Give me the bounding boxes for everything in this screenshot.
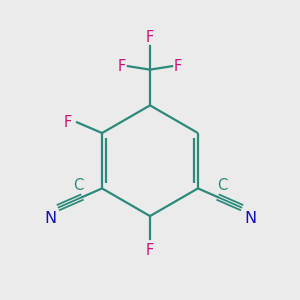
Text: N: N [244, 211, 256, 226]
Text: F: F [64, 115, 72, 130]
Text: C: C [73, 178, 83, 194]
Text: F: F [146, 243, 154, 258]
Text: C: C [217, 178, 227, 194]
Text: N: N [44, 211, 56, 226]
Text: F: F [146, 30, 154, 45]
Text: F: F [118, 59, 126, 74]
Text: F: F [174, 59, 182, 74]
